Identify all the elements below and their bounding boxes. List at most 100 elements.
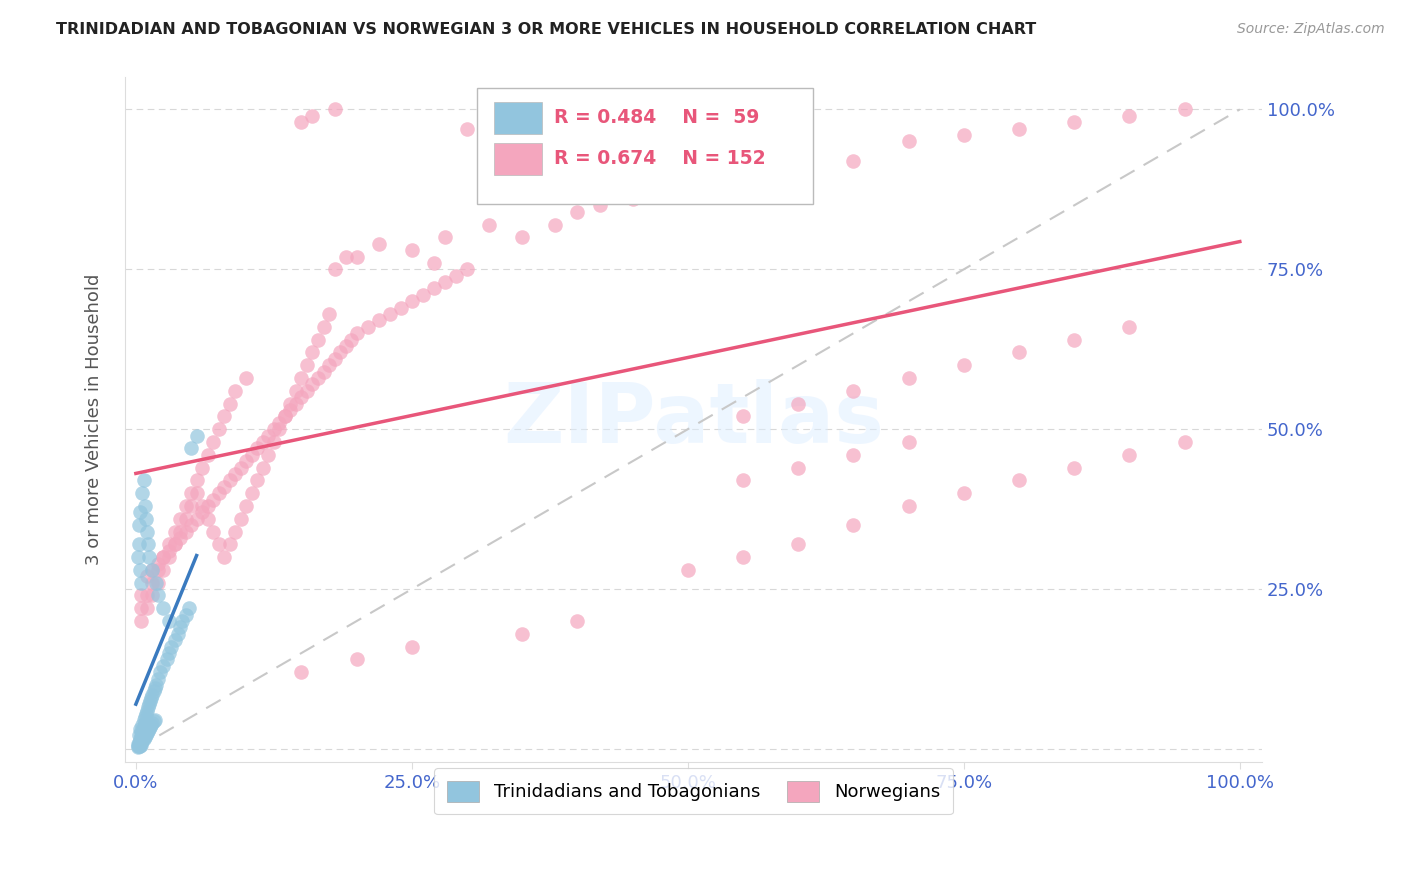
Norwegians bbox=[197, 512, 219, 526]
Norwegians bbox=[208, 422, 231, 436]
Trinidadians and Tobagonians bbox=[146, 589, 169, 603]
Norwegians bbox=[412, 288, 434, 302]
Norwegians bbox=[544, 218, 567, 232]
Norwegians bbox=[197, 499, 219, 513]
Norwegians bbox=[146, 557, 169, 571]
Norwegians bbox=[676, 186, 699, 200]
Norwegians bbox=[389, 301, 412, 315]
Trinidadians and Tobagonians bbox=[131, 724, 153, 739]
Norwegians bbox=[141, 563, 163, 577]
Norwegians bbox=[842, 518, 865, 533]
Trinidadians and Tobagonians bbox=[131, 729, 153, 743]
Norwegians bbox=[284, 396, 307, 410]
Norwegians bbox=[897, 435, 920, 450]
Trinidadians and Tobagonians bbox=[141, 563, 163, 577]
Norwegians bbox=[269, 416, 291, 430]
Norwegians bbox=[301, 345, 323, 359]
Norwegians bbox=[180, 486, 202, 500]
Norwegians bbox=[842, 448, 865, 462]
Norwegians bbox=[953, 358, 976, 372]
Norwegians bbox=[191, 505, 214, 519]
Trinidadians and Tobagonians bbox=[136, 537, 159, 551]
Norwegians bbox=[676, 563, 699, 577]
Trinidadians and Tobagonians bbox=[152, 601, 174, 615]
Trinidadians and Tobagonians bbox=[180, 442, 202, 456]
Norwegians bbox=[346, 326, 368, 341]
Norwegians bbox=[1118, 109, 1140, 123]
Text: ZIPatlas: ZIPatlas bbox=[503, 379, 884, 460]
Trinidadians and Tobagonians bbox=[131, 575, 153, 590]
Norwegians bbox=[163, 524, 186, 539]
Norwegians bbox=[731, 474, 754, 488]
Trinidadians and Tobagonians bbox=[143, 713, 166, 727]
Norwegians bbox=[842, 384, 865, 398]
Norwegians bbox=[224, 467, 246, 481]
Trinidadians and Tobagonians bbox=[128, 735, 150, 749]
Norwegians bbox=[274, 409, 297, 424]
Norwegians bbox=[787, 537, 810, 551]
Trinidadians and Tobagonians bbox=[127, 550, 149, 565]
Trinidadians and Tobagonians bbox=[129, 737, 152, 751]
Norwegians bbox=[246, 442, 269, 456]
Norwegians bbox=[180, 499, 202, 513]
Norwegians bbox=[346, 250, 368, 264]
Norwegians bbox=[367, 313, 389, 327]
Trinidadians and Tobagonians bbox=[138, 550, 160, 565]
Norwegians bbox=[202, 524, 225, 539]
Norwegians bbox=[357, 319, 380, 334]
Norwegians bbox=[295, 358, 318, 372]
Trinidadians and Tobagonians bbox=[135, 512, 157, 526]
Norwegians bbox=[280, 403, 302, 417]
Norwegians bbox=[252, 435, 274, 450]
Norwegians bbox=[274, 409, 297, 424]
Trinidadians and Tobagonians bbox=[132, 731, 155, 746]
Norwegians bbox=[135, 569, 157, 583]
Norwegians bbox=[307, 333, 329, 347]
Norwegians bbox=[146, 575, 169, 590]
Norwegians bbox=[312, 365, 335, 379]
Norwegians bbox=[141, 589, 163, 603]
Norwegians bbox=[787, 460, 810, 475]
Trinidadians and Tobagonians bbox=[127, 739, 149, 753]
Norwegians bbox=[252, 460, 274, 475]
Trinidadians and Tobagonians bbox=[143, 681, 166, 696]
Norwegians bbox=[290, 390, 312, 404]
Norwegians bbox=[174, 524, 197, 539]
Trinidadians and Tobagonians bbox=[145, 678, 167, 692]
Norwegians bbox=[208, 537, 231, 551]
Trinidadians and Tobagonians bbox=[152, 658, 174, 673]
Text: R = 0.674    N = 152: R = 0.674 N = 152 bbox=[554, 149, 765, 168]
Trinidadians and Tobagonians bbox=[135, 706, 157, 721]
Norwegians bbox=[433, 275, 456, 289]
Norwegians bbox=[346, 652, 368, 666]
Norwegians bbox=[191, 499, 214, 513]
Norwegians bbox=[1118, 448, 1140, 462]
FancyBboxPatch shape bbox=[495, 102, 543, 134]
Norwegians bbox=[510, 230, 533, 244]
Norwegians bbox=[246, 474, 269, 488]
Trinidadians and Tobagonians bbox=[131, 717, 153, 731]
Trinidadians and Tobagonians bbox=[157, 646, 180, 660]
Norwegians bbox=[280, 396, 302, 410]
Norwegians bbox=[318, 307, 340, 321]
Trinidadians and Tobagonians bbox=[174, 607, 197, 622]
Trinidadians and Tobagonians bbox=[134, 499, 156, 513]
Trinidadians and Tobagonians bbox=[135, 726, 157, 740]
Norwegians bbox=[169, 524, 191, 539]
Norwegians bbox=[318, 358, 340, 372]
Trinidadians and Tobagonians bbox=[129, 722, 152, 736]
Trinidadians and Tobagonians bbox=[129, 732, 152, 747]
Trinidadians and Tobagonians bbox=[138, 697, 160, 711]
Norwegians bbox=[257, 428, 280, 442]
Norwegians bbox=[295, 384, 318, 398]
Norwegians bbox=[897, 499, 920, 513]
Norwegians bbox=[131, 589, 153, 603]
Norwegians bbox=[323, 262, 346, 277]
Norwegians bbox=[953, 128, 976, 142]
Trinidadians and Tobagonians bbox=[141, 688, 163, 702]
Norwegians bbox=[378, 307, 401, 321]
Norwegians bbox=[329, 345, 352, 359]
Trinidadians and Tobagonians bbox=[138, 722, 160, 736]
Trinidadians and Tobagonians bbox=[128, 738, 150, 752]
Trinidadians and Tobagonians bbox=[186, 428, 208, 442]
